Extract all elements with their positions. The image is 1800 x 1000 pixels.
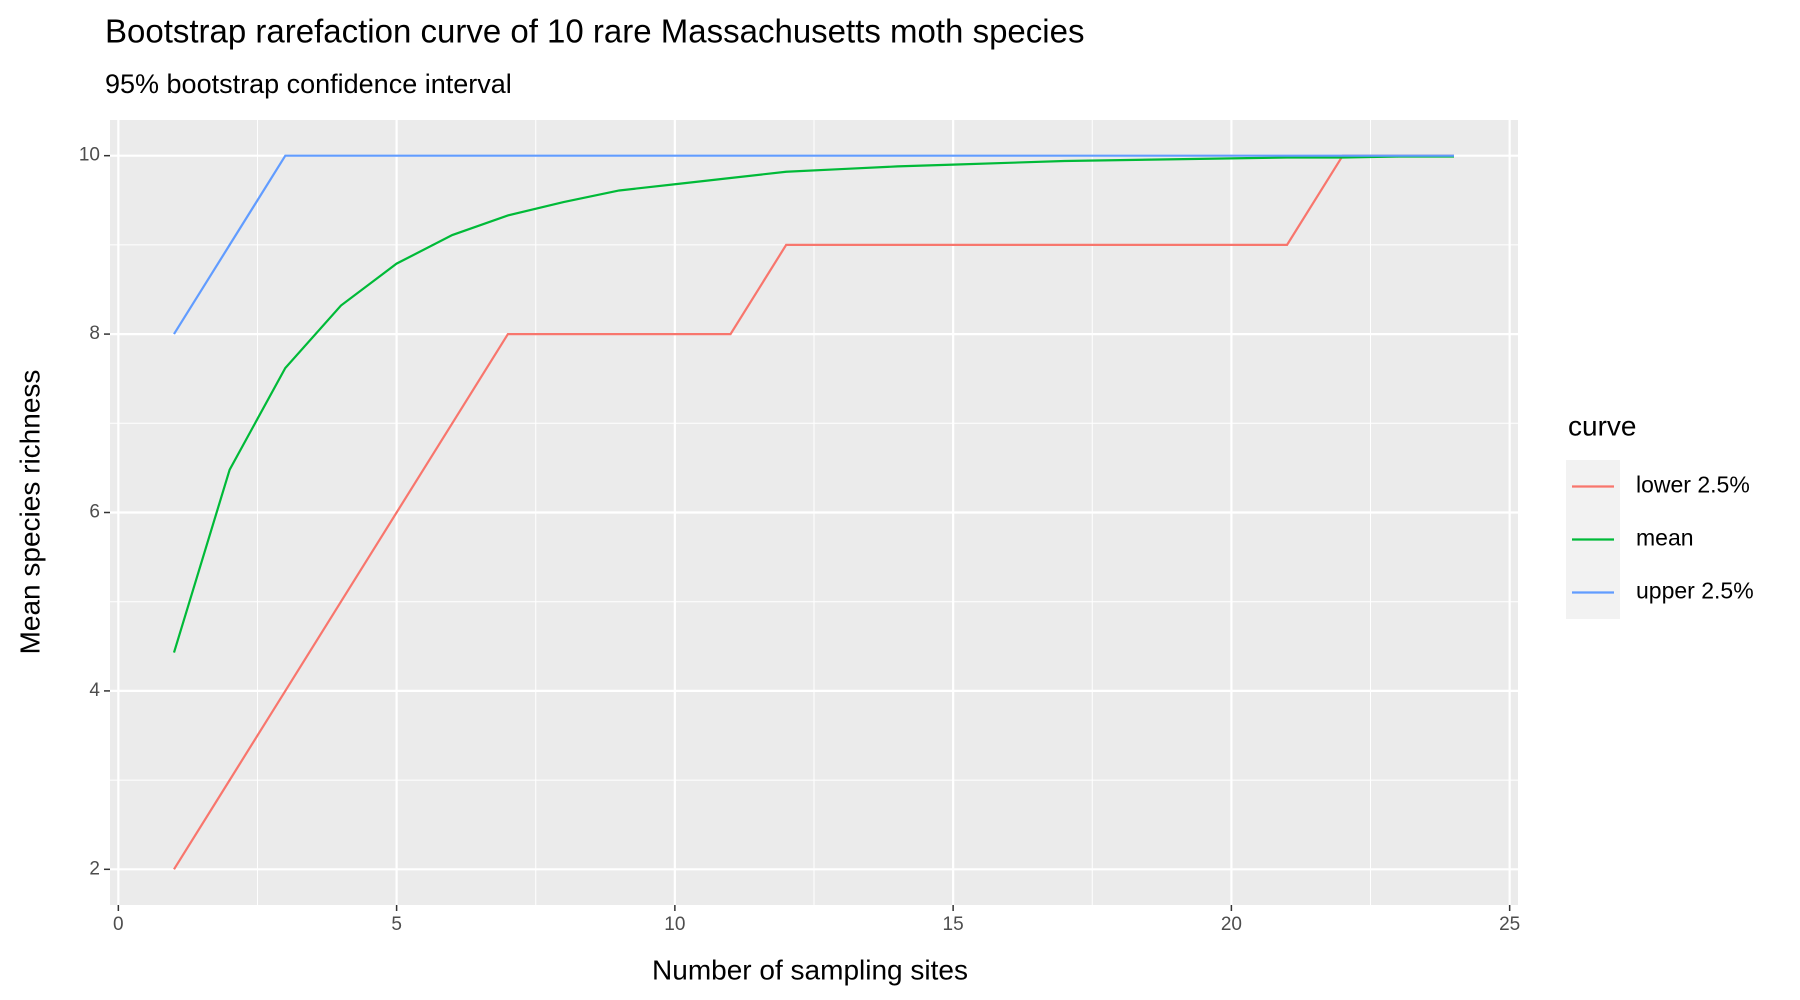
series-line bbox=[173, 154, 1454, 870]
x-tick-label: 25 bbox=[1499, 914, 1520, 935]
x-tick-label: 20 bbox=[1221, 914, 1242, 935]
chart-subtitle: 95% bootstrap confidence interval bbox=[105, 69, 512, 99]
y-tick-label: 2 bbox=[89, 858, 100, 879]
legend-label: mean bbox=[1636, 525, 1694, 551]
legend-title: curve bbox=[1568, 410, 1636, 441]
chart-title: Bootstrap rarefaction curve of 10 rare M… bbox=[105, 13, 1084, 50]
x-tick-label: 15 bbox=[943, 914, 964, 935]
x-tick-label: 0 bbox=[113, 914, 124, 935]
legend-label: upper 2.5% bbox=[1636, 578, 1754, 604]
y-tick-label: 8 bbox=[89, 323, 100, 344]
x-tick-label: 10 bbox=[664, 914, 685, 935]
x-axis-title: Number of sampling sites bbox=[652, 954, 968, 985]
series-line bbox=[173, 154, 1454, 335]
x-tick-label: 5 bbox=[391, 914, 402, 935]
legend-label: lower 2.5% bbox=[1636, 472, 1750, 498]
y-tick-label: 4 bbox=[89, 680, 100, 701]
y-axis-title: Mean species richness bbox=[14, 370, 45, 655]
series-line bbox=[172, 155, 1454, 653]
y-tick-label: 10 bbox=[79, 145, 100, 166]
y-tick-label: 6 bbox=[89, 502, 100, 523]
